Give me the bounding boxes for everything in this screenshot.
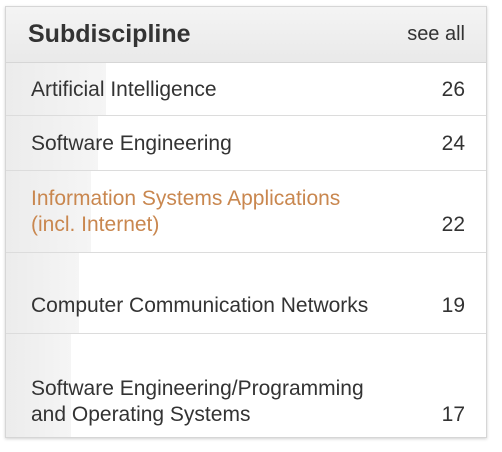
list-item-count: 17 [441, 403, 465, 426]
list-item-label: Artificial Intelligence [31, 78, 217, 101]
list-item-label: Computer Communication Networks [31, 294, 369, 317]
list-item[interactable]: Information Systems Applications (incl. … [6, 171, 486, 253]
count-bar [6, 116, 98, 170]
count-bar [6, 171, 91, 252]
panel-header: Subdiscipline see all [6, 7, 486, 63]
list-item[interactable]: Computer Communication Networks 19 [6, 253, 486, 334]
subdiscipline-facet-panel: Subdiscipline see all Artificial Intelli… [5, 6, 487, 438]
list-item[interactable]: Software Engineering 24 [6, 116, 486, 171]
list-item-count: 26 [441, 78, 465, 101]
subdiscipline-list: Artificial Intelligence 26 Software Engi… [6, 63, 486, 437]
see-all-link[interactable]: see all [407, 23, 465, 45]
list-item[interactable]: Artificial Intelligence 26 [6, 63, 486, 116]
list-item-count: 19 [441, 294, 465, 317]
list-item-count: 22 [441, 213, 465, 236]
list-item-count: 24 [441, 132, 465, 155]
list-item-label: Software Engineering/Programming and Ope… [31, 377, 364, 426]
count-bar [6, 334, 71, 437]
count-bar [6, 63, 106, 115]
count-bar [6, 253, 79, 333]
list-item-label: Software Engineering [31, 132, 232, 155]
list-item[interactable]: Software Engineering/Programming and Ope… [6, 334, 486, 437]
panel-title: Subdiscipline [28, 20, 191, 48]
list-item-label: Information Systems Applications (incl. … [31, 187, 341, 236]
